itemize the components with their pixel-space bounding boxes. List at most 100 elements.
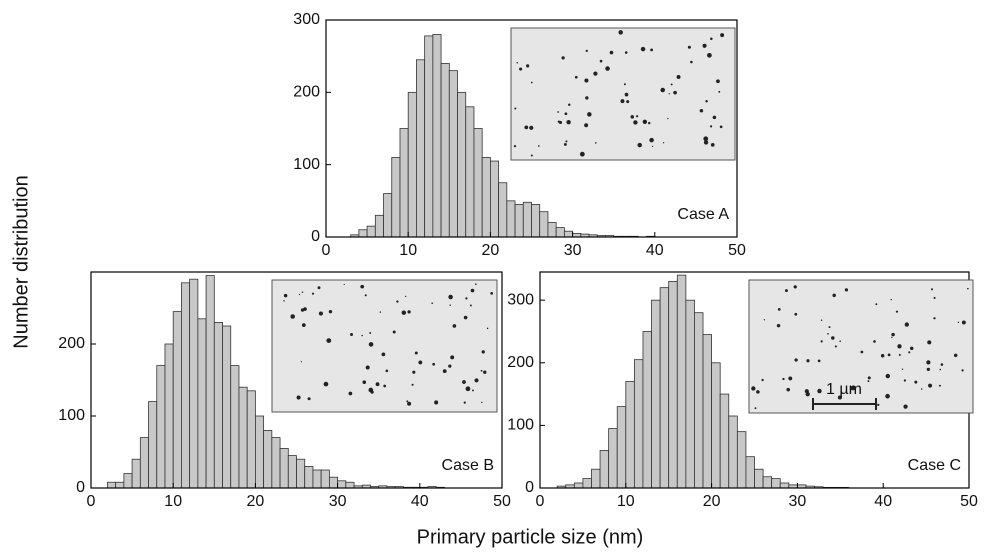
aggregate-speck <box>462 380 466 384</box>
case-label: Case B <box>442 457 494 474</box>
aggregate-speck <box>328 309 333 314</box>
bar <box>432 34 442 238</box>
y-tick-label: 200 <box>507 354 534 371</box>
bar <box>685 299 695 489</box>
aggregate-speck <box>431 302 434 304</box>
bar <box>197 318 207 489</box>
bar <box>213 321 223 489</box>
aggregate-speck <box>396 300 399 303</box>
aggregate-speck <box>624 51 628 54</box>
aggregate-speck <box>296 395 301 400</box>
bar <box>489 160 500 238</box>
x-axis-label: Primary particle size (nm) <box>417 526 644 548</box>
y-tick-label: 0 <box>311 228 320 245</box>
aggregate-speck <box>703 136 709 142</box>
aggregate-speck <box>880 353 885 358</box>
bar <box>156 365 166 489</box>
aggregate-speck <box>448 294 453 300</box>
bar <box>189 278 199 489</box>
y-tick-label: 100 <box>507 417 534 434</box>
aggregate-speck <box>407 401 412 406</box>
aggregate-speck <box>599 59 603 63</box>
aggregate-speck <box>564 112 568 116</box>
aggregate-speck <box>873 340 876 343</box>
bar <box>139 437 149 489</box>
aggregate-speck <box>794 312 798 316</box>
bar <box>591 468 601 489</box>
aggregate-speck <box>875 303 878 306</box>
aggregate-speck <box>640 46 646 52</box>
bar <box>271 437 281 489</box>
aggregate-speck <box>867 380 870 383</box>
aggregate-speck <box>850 385 856 391</box>
aggregate-speck <box>898 353 901 356</box>
aggregate-speck <box>820 319 823 321</box>
y-tick-label: 100 <box>293 156 320 173</box>
aggregate-speck <box>933 317 936 320</box>
aggregate-speck <box>585 96 589 100</box>
bar <box>555 227 565 238</box>
bar <box>608 428 618 489</box>
aggregate-speck <box>719 125 723 129</box>
bar <box>263 429 273 489</box>
aggregate-speck <box>712 115 717 120</box>
aggregate-speck <box>820 340 823 343</box>
aggregate-speck <box>957 321 960 323</box>
y-tick-label: 300 <box>293 11 320 28</box>
y-axis-label: Number distribution <box>10 175 32 348</box>
aggregate-speck <box>317 286 321 290</box>
aggregate-speck <box>784 289 788 293</box>
aggregate-speck <box>710 143 715 147</box>
bar <box>383 193 393 238</box>
aggregate-speck <box>475 283 477 286</box>
aggregate-speck <box>805 392 810 397</box>
aggregate-speck <box>448 364 452 368</box>
bar <box>745 456 755 489</box>
aggregate-speck <box>827 332 829 335</box>
aggregate-speck <box>283 293 288 298</box>
aggregate-speck <box>703 140 709 145</box>
aggregate-speck <box>537 145 540 147</box>
bar <box>728 415 738 489</box>
aggregate-speck <box>839 340 841 342</box>
plot-frame <box>90 271 503 489</box>
aggregate-speck <box>463 401 466 404</box>
x-tick-label: 0 <box>536 493 545 510</box>
aggregate-speck <box>401 310 407 315</box>
aggregate-speck <box>432 362 436 366</box>
bar <box>779 482 790 489</box>
x-tick-label: 20 <box>482 242 500 259</box>
case-label: Case A <box>677 206 729 223</box>
aggregate-speck <box>524 125 529 130</box>
bar <box>633 359 644 489</box>
aggregate-speck <box>407 310 411 314</box>
bar <box>148 401 158 489</box>
aggregate-speck <box>897 344 902 349</box>
bar <box>563 230 574 238</box>
aggregate-speck <box>463 315 468 320</box>
bar <box>676 274 687 489</box>
aggregate-speck <box>298 293 301 296</box>
aggregate-speck <box>323 381 329 387</box>
aggregate-speck <box>593 71 598 76</box>
bar <box>514 204 524 238</box>
aggregate-speck <box>901 368 904 370</box>
aggregate-speck <box>514 107 517 110</box>
aggregate-speck <box>885 393 890 399</box>
aggregate-speck <box>673 90 677 95</box>
bar <box>320 469 330 489</box>
x-tick-label: 20 <box>703 493 721 510</box>
aggregate-speck <box>624 92 629 97</box>
aggregate-speck <box>650 48 654 52</box>
bar <box>668 280 678 489</box>
x-tick-label: 50 <box>493 493 511 510</box>
x-tick-label: 40 <box>874 493 892 510</box>
aggregate-speck <box>895 310 899 313</box>
aggregate-speck <box>844 288 849 292</box>
bar <box>312 469 322 489</box>
aggregate-speck <box>651 145 654 147</box>
aggregate-speck <box>931 288 934 291</box>
bar <box>616 406 627 489</box>
x-tick-label: 10 <box>164 493 182 510</box>
aggregate-speck <box>563 142 567 146</box>
